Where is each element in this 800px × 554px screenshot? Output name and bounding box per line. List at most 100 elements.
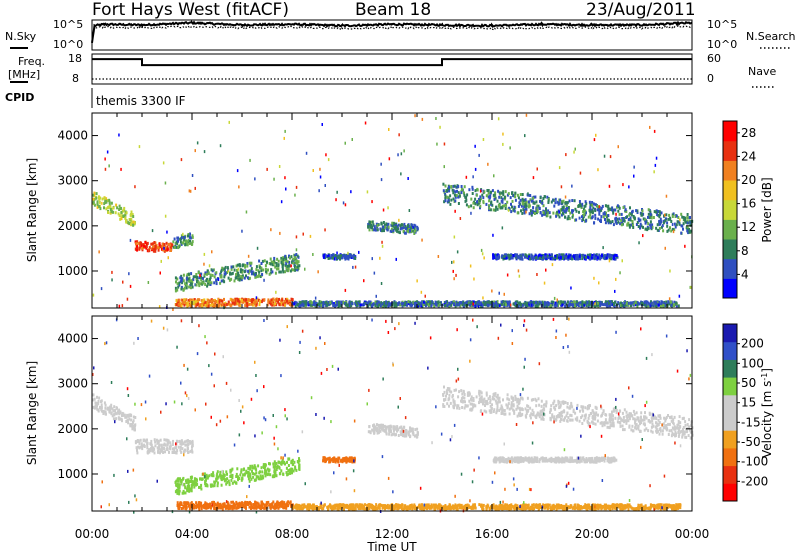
power-cell (510, 210, 513, 214)
power-cell (193, 298, 196, 302)
power-cell (383, 303, 386, 307)
power-cell (388, 302, 390, 306)
power-scatter-point (628, 185, 630, 189)
power-cell (686, 229, 689, 233)
power-cell (562, 256, 564, 260)
velocity-cell (207, 506, 210, 510)
power-cell (243, 276, 246, 280)
power-cell (213, 281, 216, 285)
power-cell (528, 212, 531, 216)
power-cell (460, 191, 463, 195)
power-cell (264, 264, 267, 268)
power-cell (449, 194, 452, 198)
beam-title: Beam 18 (355, 0, 431, 20)
power-cell (142, 243, 145, 247)
power-cell (522, 198, 525, 202)
power-cell (523, 208, 526, 212)
power-y-tick-label: 4000 (57, 129, 88, 143)
velocity-cell (110, 403, 113, 407)
power-scatter-point (472, 302, 474, 306)
velocity-cell (154, 444, 157, 448)
power-cell (280, 299, 283, 303)
power-cell (218, 299, 221, 303)
power-cell (246, 301, 248, 305)
velocity-cell (115, 417, 118, 421)
power-cell (95, 192, 98, 196)
power-cell (589, 300, 592, 304)
power-cell (654, 302, 657, 306)
power-scatter-point (236, 169, 239, 173)
power-cell (543, 255, 545, 259)
nave-tick-bottom: 0 (707, 72, 714, 85)
power-cell (305, 300, 307, 304)
power-scatter-point (238, 185, 240, 189)
power-cell (545, 211, 548, 214)
power-scatter-point (312, 253, 314, 256)
power-cell (247, 269, 250, 273)
power-cell (529, 198, 532, 202)
power-cell (176, 282, 179, 286)
velocity-cell (199, 504, 202, 508)
power-cell (623, 219, 626, 223)
power-cell (197, 302, 200, 306)
velocity-cell (243, 467, 245, 471)
power-scatter-point (371, 200, 373, 204)
power-cell (599, 218, 602, 222)
power-cell (633, 216, 636, 220)
power-cell (511, 205, 513, 209)
power-cell (366, 304, 369, 308)
velocity-cell (96, 407, 99, 411)
power-cell (390, 223, 393, 227)
power-cell (175, 303, 178, 307)
power-cell (177, 239, 179, 243)
velocity-cell (193, 485, 196, 489)
power-cell (525, 254, 528, 258)
power-cell (573, 256, 576, 260)
power-cell (644, 303, 647, 307)
power-cell (444, 199, 447, 203)
velocity-cell (142, 439, 145, 443)
velocity-cell (265, 469, 268, 473)
power-scatter-point (556, 298, 558, 302)
power-cell (237, 301, 240, 305)
power-scatter-point (312, 169, 314, 172)
power-cell (444, 194, 447, 198)
power-cell (135, 242, 138, 246)
power-cell (577, 255, 580, 259)
velocity-cell (140, 442, 143, 446)
power-cell (455, 300, 458, 304)
velocity-cell (219, 470, 222, 474)
power-cell (518, 201, 521, 205)
power-cell (504, 190, 507, 194)
power-cell (190, 282, 193, 286)
power-cell (195, 283, 198, 287)
power-scatter-point (437, 255, 440, 258)
power-cell (326, 255, 329, 258)
power-cell (625, 210, 628, 213)
power-cell (309, 300, 312, 304)
power-cell (564, 210, 566, 214)
power-cell (191, 240, 194, 244)
power-cell (166, 248, 169, 252)
power-scatter-point (196, 141, 199, 145)
power-cell (297, 260, 300, 264)
velocity-cell (129, 422, 132, 426)
power-scatter-point (614, 289, 616, 293)
power-cell (425, 302, 428, 306)
power-cell (449, 202, 452, 206)
power-cell (548, 304, 551, 308)
power-cell (675, 214, 678, 218)
power-cell (674, 215, 677, 218)
power-cell (114, 211, 117, 215)
power-cell (551, 303, 554, 307)
power-cell (505, 203, 508, 207)
power-scatter-point (579, 171, 582, 175)
power-cell (178, 283, 181, 287)
power-colorbar-segment (723, 121, 737, 142)
power-cell (618, 304, 621, 307)
power-cell (107, 211, 110, 214)
power-cell (152, 245, 155, 249)
power-cell (604, 204, 607, 208)
power-scatter-point (649, 125, 651, 129)
power-cell (162, 242, 164, 246)
